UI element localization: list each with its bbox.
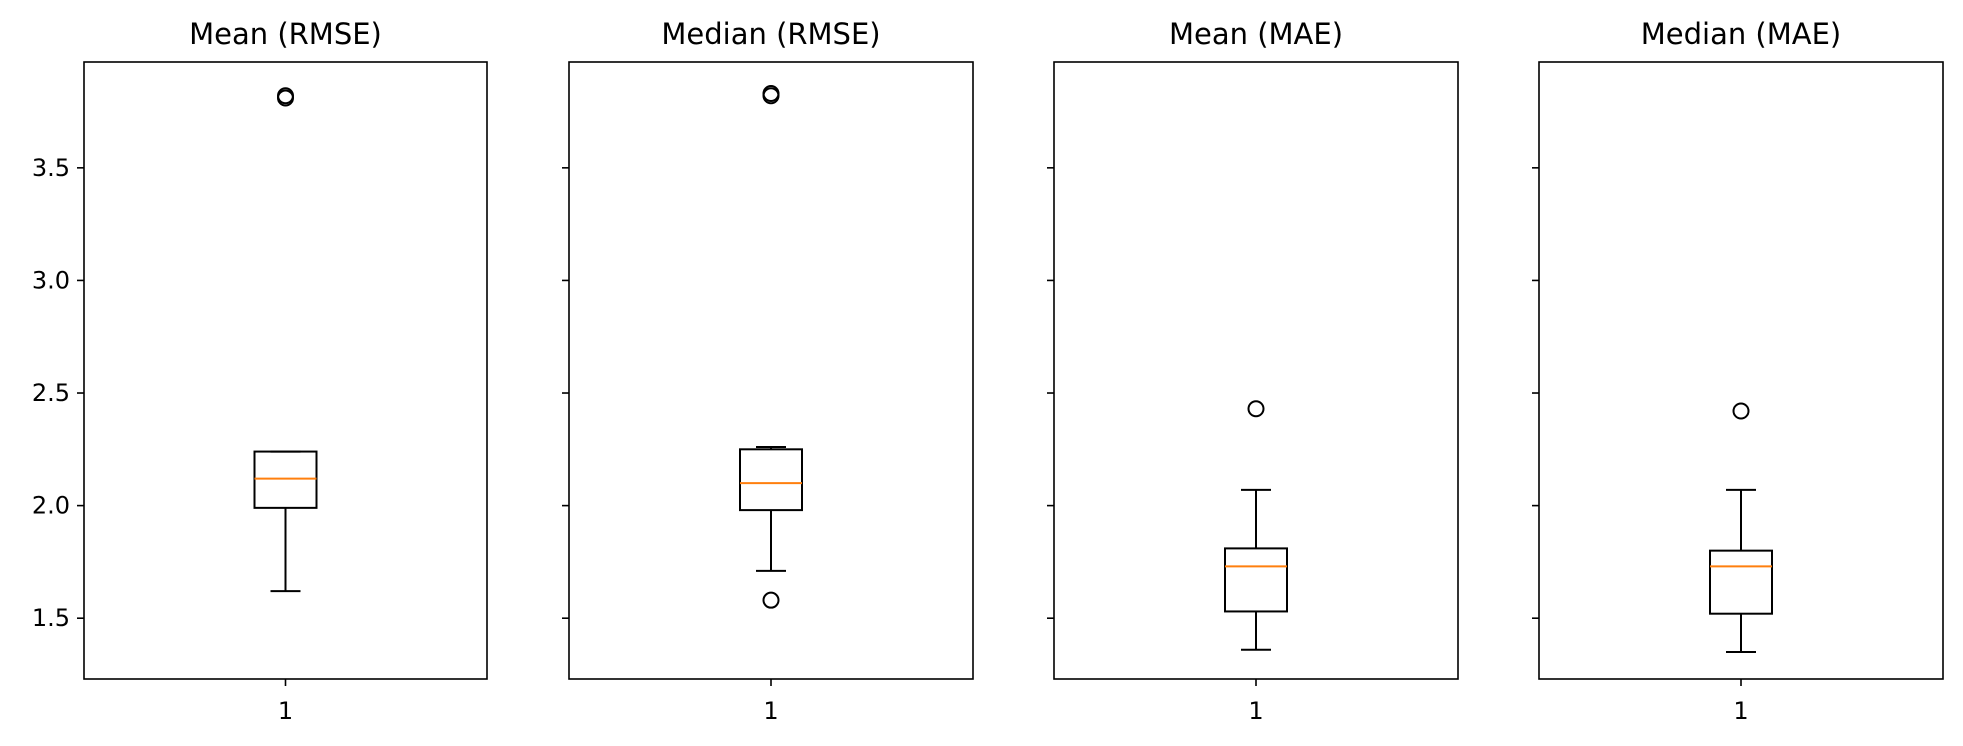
subplot-mean-rmse: Mean (RMSE) 1	[77, 17, 488, 725]
box-plot-marks	[562, 85, 803, 686]
subplot-median-rmse: Median (RMSE) 1	[562, 17, 974, 725]
box-plot-marks	[77, 87, 318, 686]
box-plot-marks	[1047, 167, 1288, 686]
y-tick-label: 2.0	[32, 492, 70, 520]
plot-area	[1053, 61, 1459, 680]
outlier-point	[277, 87, 294, 105]
box-plot-marks	[1532, 167, 1773, 686]
iqr-box	[739, 448, 803, 512]
outlier-point	[1247, 400, 1265, 418]
iqr-box	[253, 450, 318, 509]
outlier-point	[1732, 402, 1750, 420]
outlier-point	[762, 85, 780, 103]
subplot-title: Mean (RMSE)	[189, 17, 382, 51]
x-tick-label: 1	[1733, 697, 1748, 725]
x-tick-label: 1	[1248, 697, 1263, 725]
subplot-title: Median (MAE)	[1641, 17, 1842, 51]
subplot-median-mae: Median (MAE) 1	[1532, 17, 1944, 725]
iqr-box	[1224, 547, 1288, 613]
y-tick-label: 3.0	[32, 266, 70, 294]
subplot-title: Mean (MAE)	[1169, 17, 1343, 51]
plot-area	[1538, 61, 1944, 680]
y-tick-label: 3.5	[32, 154, 70, 182]
subplot-mean-mae: Mean (MAE) 1	[1047, 17, 1459, 725]
subplot-title: Median (RMSE)	[661, 17, 880, 51]
y-tick-label: 1.5	[32, 604, 70, 632]
x-tick-label: 1	[278, 697, 293, 725]
y-tick-labels: 1.5 2.0 2.5 3.0 3.5	[32, 154, 70, 632]
y-tick-label: 2.5	[32, 379, 70, 407]
x-tick-label: 1	[763, 697, 778, 725]
plot-area	[568, 61, 974, 680]
outlier-point	[762, 591, 780, 609]
iqr-box	[1709, 549, 1773, 615]
